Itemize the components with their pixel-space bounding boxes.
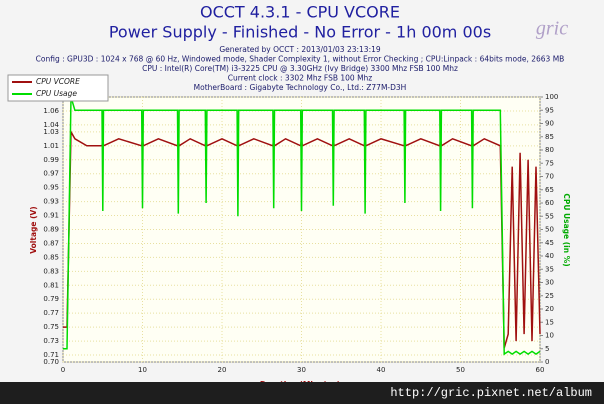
- y2-axis-label: CPU Usage (in %): [562, 193, 571, 266]
- x-tick-label: 30: [297, 366, 306, 374]
- y2-tick-label: 80: [545, 146, 554, 154]
- y-tick-label: 0.81: [43, 281, 59, 289]
- y-tick-label: 0.85: [43, 253, 59, 261]
- x-tick-label: 50: [456, 366, 465, 374]
- y-tick-label: 0.70: [43, 358, 59, 366]
- y-tick-label: 0.71: [43, 351, 59, 359]
- y2-tick-label: 65: [545, 186, 554, 194]
- y-tick-label: 1.06: [43, 107, 59, 115]
- y2-tick-label: 100: [545, 93, 558, 101]
- y2-tick-label: 25: [545, 292, 554, 300]
- y-tick-label: 0.77: [43, 309, 59, 317]
- y2-tick-label: 50: [545, 226, 554, 234]
- y2-tick-label: 35: [545, 265, 554, 273]
- y2-tick-label: 20: [545, 305, 554, 313]
- y2-tick-label: 75: [545, 159, 554, 167]
- y-tick-label: 0.95: [43, 184, 59, 192]
- chart-title: OCCT 4.3.1 - CPU VCORE: [200, 3, 400, 22]
- info-line: CPU : Intel(R) Core(TM) i3-3225 CPU @ 3.…: [142, 64, 458, 73]
- info-line: Config : GPU3D : 1024 x 768 @ 60 Hz, Win…: [36, 55, 565, 64]
- legend-box: [7, 74, 109, 102]
- y-tick-label: 0.83: [43, 267, 59, 275]
- y-tick-label: 0.73: [43, 337, 59, 345]
- footer-bar: [0, 382, 604, 404]
- y2-tick-label: 15: [545, 318, 554, 326]
- y-tick-label: 0.97: [43, 170, 59, 178]
- y2-tick-label: 45: [545, 239, 554, 247]
- y2-tick-label: 85: [545, 133, 554, 141]
- y-tick-label: 0.91: [43, 212, 59, 220]
- y-tick-label: 0.93: [43, 198, 59, 206]
- y-axis-label: Voltage (V): [29, 206, 38, 254]
- y2-tick-label: 60: [545, 199, 554, 207]
- info-line: MotherBoard : Gigabyte Technology Co., L…: [194, 83, 407, 92]
- x-tick-label: 0: [61, 366, 65, 374]
- data-line: [63, 96, 541, 356]
- y2-tick-label: 5: [545, 345, 549, 353]
- y2-tick-label: 90: [545, 120, 554, 128]
- y2-tick-label: 70: [545, 173, 554, 181]
- y-tick-label: 1.03: [43, 128, 59, 136]
- legend-label: CPU Usage: [36, 89, 77, 98]
- footer-url: http://gric.pixnet.net/album: [390, 386, 592, 400]
- chart-subtitle: Power Supply - Finished - No Error - 1h …: [109, 23, 491, 42]
- y-tick-label: 0.99: [43, 156, 59, 164]
- y-tick-label: 1.04: [43, 121, 59, 129]
- y2-tick-label: 0: [545, 358, 549, 366]
- info-line: Current clock : 3302 Mhz FSB 100 Mhz: [228, 74, 373, 83]
- y-tick-label: 1.01: [43, 142, 59, 150]
- y2-tick-label: 55: [545, 212, 554, 220]
- legend-label: CPU VCORE: [36, 77, 80, 86]
- y-tick-label: 0.89: [43, 226, 59, 234]
- x-tick-label: 40: [377, 366, 386, 374]
- y2-tick-label: 40: [545, 252, 554, 260]
- y-tick-label: 0.79: [43, 295, 59, 303]
- x-tick-label: 60: [536, 366, 545, 374]
- y2-tick-label: 30: [545, 279, 554, 287]
- watermark: gric: [536, 18, 568, 40]
- info-line: Generated by OCCT : 2013/01/03 23:13:19: [219, 45, 381, 54]
- y2-tick-label: 95: [545, 106, 554, 114]
- y-tick-label: 0.75: [43, 323, 59, 331]
- y2-tick-label: 10: [545, 332, 554, 340]
- x-tick-label: 10: [138, 366, 147, 374]
- x-tick-label: 20: [218, 366, 227, 374]
- y-tick-label: 0.87: [43, 239, 59, 247]
